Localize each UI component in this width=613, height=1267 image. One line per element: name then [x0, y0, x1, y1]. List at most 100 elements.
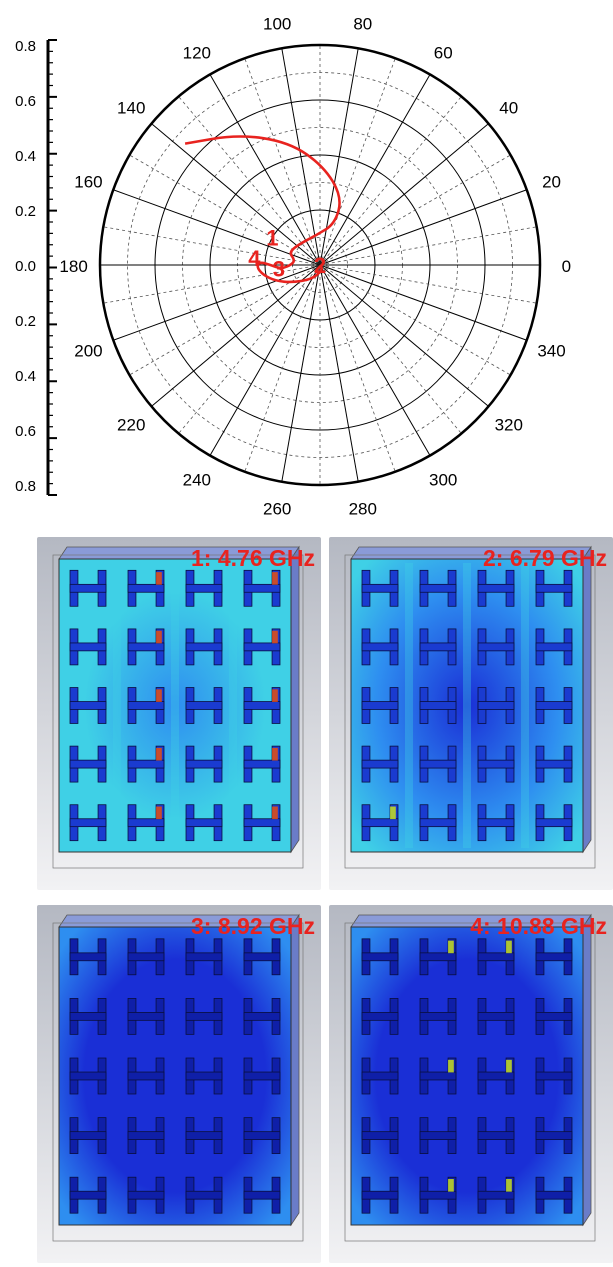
panel-label: 4: 10.88 GHz — [470, 913, 607, 939]
grid-spoke — [319, 226, 537, 266]
grid-spoke — [209, 264, 321, 456]
slot — [243, 952, 281, 962]
grid-spoke — [319, 264, 489, 407]
polar-plot: 0 20 40 60 80 100 120 140 160 180 200 220 240 260 280 3… — [15, 14, 571, 519]
slot — [127, 952, 165, 962]
slot — [185, 818, 223, 828]
angular-tick-label: 280 — [349, 500, 377, 519]
slot — [535, 759, 573, 769]
slot — [243, 1012, 281, 1021]
field-panel-3: 3: 8.92 GHz — [37, 905, 321, 1263]
angular-tick-label: 0 — [562, 257, 571, 276]
angular-tick-label: 60 — [434, 44, 453, 63]
radial-tick-label: 0.8 — [15, 38, 36, 55]
grid-spoke — [319, 264, 462, 434]
bounding-box — [344, 554, 596, 869]
field-band — [171, 563, 179, 848]
slot — [127, 1131, 165, 1140]
field-map — [37, 905, 321, 1263]
slot — [69, 583, 107, 593]
angular-tick-label: 240 — [183, 470, 211, 489]
field-hotspot — [156, 572, 162, 585]
slot — [127, 642, 165, 652]
slot — [535, 818, 573, 828]
slot — [361, 759, 399, 769]
bounding-box — [344, 922, 596, 1242]
slot — [127, 1012, 165, 1021]
grid-spoke — [244, 264, 321, 472]
slot — [69, 701, 107, 710]
grid-spoke — [151, 123, 321, 266]
series-line — [184, 135, 341, 284]
grid-spoke — [319, 264, 527, 341]
slot — [477, 1131, 515, 1140]
slot — [243, 642, 281, 652]
angular-tick-label: 20 — [542, 173, 561, 192]
panel-label: 1: 4.76 GHz — [191, 545, 315, 571]
slot — [69, 759, 107, 769]
radial-tick-label: 0.6 — [15, 423, 36, 440]
field-hotspot — [506, 940, 512, 954]
grid-spoke — [244, 58, 321, 266]
slot — [477, 1071, 515, 1081]
field-hotspot — [506, 1059, 512, 1073]
slot-pattern — [361, 938, 573, 1214]
mode-annotation: 1 — [266, 226, 278, 251]
slot — [361, 818, 399, 828]
slot — [477, 583, 515, 593]
field-band — [463, 563, 471, 848]
grid-spoke — [319, 123, 489, 266]
grid-spoke — [103, 226, 321, 266]
slot — [185, 1131, 223, 1140]
polar-grid — [98, 43, 542, 487]
slot — [535, 1012, 573, 1021]
grid-spoke — [151, 264, 321, 407]
field-hotspot — [156, 747, 162, 761]
radial-tick-label: 0.6 — [15, 93, 36, 110]
slot — [419, 1012, 457, 1021]
slot — [361, 642, 399, 652]
slot — [477, 701, 515, 710]
slot — [361, 1071, 399, 1081]
field-panel-1: 1: 4.76 GHz — [37, 537, 321, 890]
grid-spoke — [129, 154, 321, 266]
grid-spoke — [281, 264, 321, 482]
slot — [419, 642, 457, 652]
slot — [361, 1131, 399, 1140]
slot — [185, 701, 223, 710]
grid-spoke — [319, 264, 431, 456]
field-hotspot — [448, 1059, 454, 1073]
grid-spoke — [209, 74, 321, 266]
angular-tick-label: 300 — [429, 470, 457, 489]
field-hotspot — [390, 806, 396, 820]
slot — [419, 1190, 457, 1200]
grid-spoke — [113, 189, 321, 266]
grid-spoke — [319, 74, 431, 266]
angular-tick-label: 120 — [183, 44, 211, 63]
grid-spoke — [113, 264, 321, 341]
field-hotspot — [156, 806, 162, 820]
plate-side — [582, 913, 592, 1227]
slot — [185, 642, 223, 652]
slot — [535, 1071, 573, 1081]
radial-tick-label: 0.0 — [15, 258, 36, 275]
angular-tick-label: 100 — [263, 14, 291, 33]
slot — [535, 1190, 573, 1200]
field-hotspot — [448, 940, 454, 954]
slot — [127, 1071, 165, 1081]
slot — [477, 642, 515, 652]
slot — [535, 701, 573, 710]
slot — [477, 1190, 515, 1200]
slot — [127, 701, 165, 710]
field-hotspot — [272, 806, 278, 820]
slot — [419, 952, 457, 962]
slot — [419, 583, 457, 593]
angular-tick-label: 180 — [59, 257, 87, 276]
field-panel-4: 4: 10.88 GHz — [329, 905, 613, 1263]
angular-tick-label: 220 — [117, 415, 145, 434]
angular-tick-label: 160 — [74, 173, 102, 192]
slot-pattern — [69, 569, 281, 842]
mode-annotation: 2 — [314, 253, 326, 278]
field-hotspot — [506, 1179, 512, 1192]
slot — [361, 1190, 399, 1200]
